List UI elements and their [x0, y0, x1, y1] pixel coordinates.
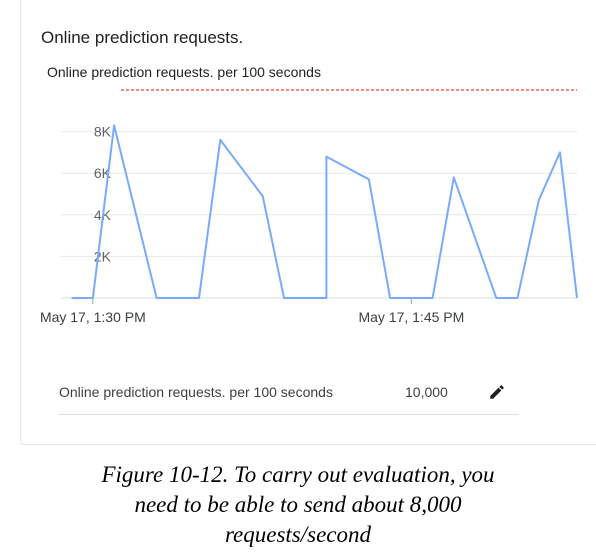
caption-line-1: Figure 10-12. To carry out evaluation, y…: [101, 462, 495, 487]
quota-panel: Online prediction requests. Online predi…: [20, 0, 596, 445]
edit-quota-button[interactable]: [485, 380, 509, 404]
figure-caption: Figure 10-12. To carry out evaluation, y…: [0, 460, 596, 550]
panel-title: Online prediction requests.: [41, 28, 244, 47]
x-tick-label: May 17, 1:45 PM: [358, 309, 464, 325]
caption-line-2: need to be able to send about 8,000: [134, 492, 462, 517]
series-line: [71, 124, 578, 299]
chart-title: Online prediction requests. per 100 seco…: [47, 64, 321, 80]
quota-value: 10,000: [405, 384, 448, 400]
quota-label: Online prediction requests. per 100 seco…: [59, 384, 333, 400]
x-tick-label: May 17, 1:30 PM: [40, 309, 146, 325]
y-tick-label: 8K: [94, 124, 112, 140]
quota-row: Online prediction requests. per 100 seco…: [59, 374, 519, 415]
pencil-icon: [490, 385, 504, 399]
caption-line-3: requests/second: [224, 522, 372, 547]
